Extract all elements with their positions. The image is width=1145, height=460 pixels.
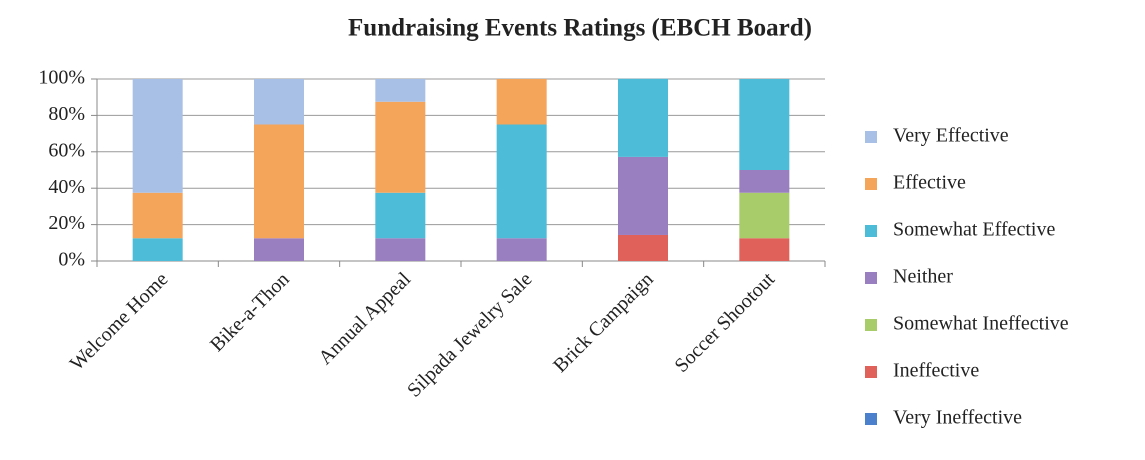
y-tick-label: 80%	[48, 103, 85, 125]
bar-segment	[739, 238, 790, 261]
bar-segment	[375, 79, 426, 102]
legend-swatch	[865, 131, 877, 143]
y-tick-label: 20%	[48, 212, 85, 234]
bar-segment	[375, 238, 426, 261]
bar-segment	[618, 78, 668, 157]
x-tick-label: Brick Campaign	[549, 268, 658, 377]
bar-segment	[132, 238, 183, 261]
x-tick-label: Annual Appeal	[314, 268, 415, 369]
x-tick-label: Welcome Home	[66, 268, 173, 375]
y-tick-label: 100%	[38, 67, 85, 89]
bar-segment	[496, 124, 547, 239]
bar-segment	[496, 238, 547, 261]
y-tick-label: 0%	[58, 249, 85, 271]
chart-title: Fundraising Events Ratings (EBCH Board)	[348, 15, 812, 42]
bar-segment	[132, 79, 183, 193]
bar-segment	[254, 238, 304, 261]
bar-segment	[618, 156, 668, 235]
legend-swatch	[865, 178, 877, 190]
legend-label: Ineffective	[893, 360, 979, 382]
bar-segment	[254, 79, 304, 125]
bar-segment	[132, 192, 183, 239]
legend-swatch	[865, 225, 877, 237]
bar-segment	[254, 124, 304, 239]
legend-label: Somewhat Ineffective	[893, 313, 1069, 335]
bar-segment	[739, 79, 790, 170]
bar-segment	[739, 170, 790, 193]
legend-label: Very Effective	[893, 125, 1009, 147]
x-tick-label: Silpada Jewelry Sale	[403, 268, 536, 401]
legend-label: Somewhat Effective	[893, 219, 1055, 241]
bar-segment	[618, 234, 668, 261]
legend-swatch	[865, 272, 877, 284]
legend-label: Very Ineffective	[893, 407, 1022, 429]
bar-segment	[375, 101, 426, 193]
legend-label: Neither	[893, 266, 953, 288]
y-tick-label: 60%	[48, 139, 85, 161]
legend-swatch	[865, 413, 877, 425]
legend-label: Effective	[893, 172, 966, 194]
legend-swatch	[865, 319, 877, 331]
bar-segment	[739, 192, 790, 239]
bar-segment	[375, 192, 426, 239]
y-tick-label: 40%	[48, 176, 85, 198]
bar-segment	[496, 79, 547, 125]
x-tick-label: Soccer Shootout	[670, 268, 779, 377]
x-tick-label: Bike-a-Thon	[206, 268, 294, 356]
legend-swatch	[865, 366, 877, 378]
